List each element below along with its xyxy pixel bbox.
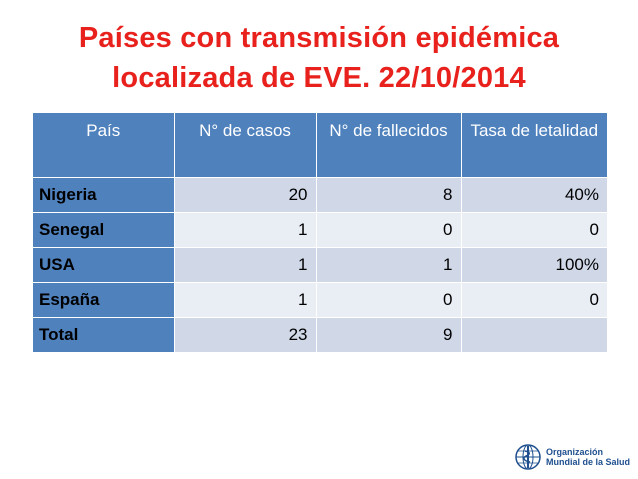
who-logo-line-1: Organización bbox=[545, 447, 603, 457]
cases-table: País N° de casos N° de fallecidos Tasa d… bbox=[33, 113, 607, 352]
table-row-total: Total 23 9 bbox=[33, 316, 607, 352]
who-logo: Organización Mundial de la Salud bbox=[514, 443, 630, 471]
row-fatality-rate: 100% bbox=[461, 246, 607, 282]
header-fatality-rate: Tasa de letalidad bbox=[461, 113, 607, 177]
table-row: Nigeria 20 8 40% bbox=[33, 176, 607, 212]
table-header-row: País N° de casos N° de fallecidos Tasa d… bbox=[33, 113, 607, 177]
table-row: España 1 0 0 bbox=[33, 281, 607, 317]
row-country: España bbox=[33, 281, 175, 317]
row-cases: 1 bbox=[174, 246, 317, 282]
who-logo-line-2: Mundial de la Salud bbox=[545, 457, 630, 467]
header-country: País bbox=[33, 113, 175, 177]
row-fatality-rate: 40% bbox=[461, 176, 607, 212]
row-fatality-rate bbox=[461, 316, 607, 352]
who-emblem-icon bbox=[515, 444, 541, 470]
row-country: Total bbox=[33, 316, 175, 352]
table-row: USA 1 1 100% bbox=[33, 246, 607, 282]
header-deaths: N° de fallecidos bbox=[316, 113, 462, 177]
row-fatality-rate: 0 bbox=[461, 281, 607, 317]
who-logo-text: Organización Mundial de la Salud bbox=[546, 447, 630, 467]
table-row: Senegal 1 0 0 bbox=[33, 211, 607, 247]
row-cases: 23 bbox=[174, 316, 317, 352]
row-fatality-rate: 0 bbox=[461, 211, 607, 247]
row-country: USA bbox=[33, 246, 175, 282]
row-cases: 20 bbox=[174, 176, 317, 212]
row-deaths: 0 bbox=[316, 211, 462, 247]
slide-title-line-2: localizada de EVE. 22/10/2014 bbox=[112, 62, 526, 94]
slide-title: Países con transmisión epidémica localiz… bbox=[0, 18, 638, 98]
slide-title-line-1: Países con transmisión epidémica bbox=[78, 22, 560, 54]
row-cases: 1 bbox=[174, 211, 317, 247]
row-country: Nigeria bbox=[33, 176, 175, 212]
row-cases: 1 bbox=[174, 281, 317, 317]
row-country: Senegal bbox=[33, 211, 175, 247]
row-deaths: 9 bbox=[316, 316, 462, 352]
row-deaths: 0 bbox=[316, 281, 462, 317]
row-deaths: 8 bbox=[316, 176, 462, 212]
row-deaths: 1 bbox=[316, 246, 462, 282]
header-cases: N° de casos bbox=[174, 113, 317, 177]
